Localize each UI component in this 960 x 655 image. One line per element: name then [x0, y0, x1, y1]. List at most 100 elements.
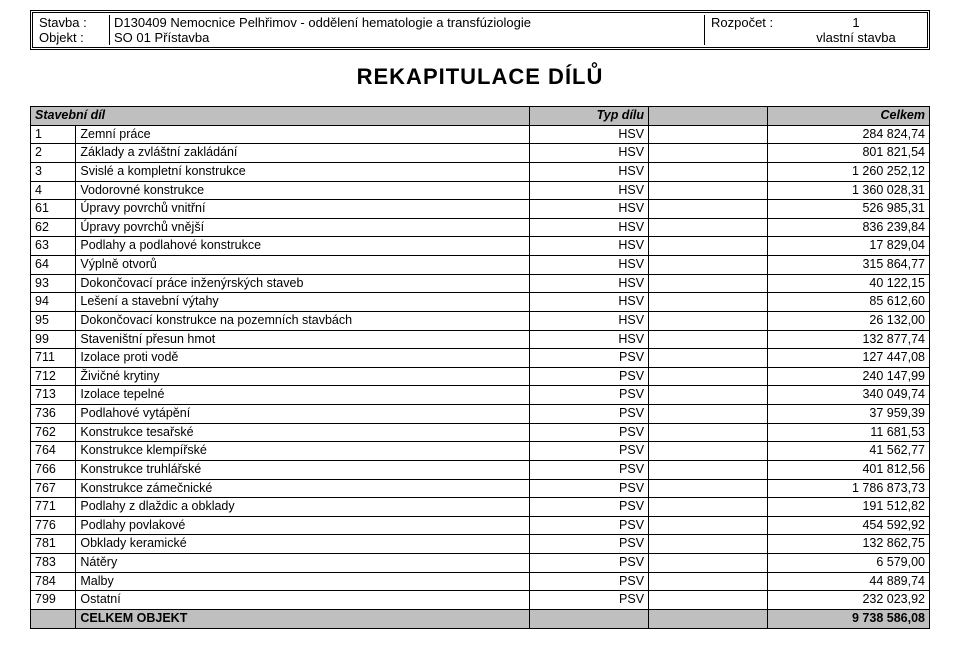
row-gap — [649, 460, 768, 479]
row-desc: Úpravy povrchů vnější — [76, 218, 530, 237]
table-row: 767Konstrukce zámečnickéPSV1 786 873,73 — [31, 479, 930, 498]
row-total: 44 889,74 — [767, 572, 929, 591]
row-gap — [649, 405, 768, 424]
row-code: 2 — [31, 144, 76, 163]
row-code: 781 — [31, 535, 76, 554]
page-title: REKAPITULACE DÍLŮ — [30, 64, 930, 90]
row-total: 1 260 252,12 — [767, 162, 929, 181]
table-row: 64Výplně otvorůHSV315 864,77 — [31, 256, 930, 275]
row-desc: Malby — [76, 572, 530, 591]
table-row: 781Obklady keramickéPSV 132 862,75 — [31, 535, 930, 554]
row-gap — [649, 125, 768, 144]
total-label: CELKEM OBJEKT — [76, 609, 530, 628]
table-row: 3Svislé a kompletní konstrukceHSV1 260 2… — [31, 162, 930, 181]
row-desc: Konstrukce klempířské — [76, 442, 530, 461]
row-total: 526 985,31 — [767, 200, 929, 219]
row-desc: Obklady keramické — [76, 535, 530, 554]
row-gap — [649, 572, 768, 591]
table-row: 736Podlahové vytápěníPSV37 959,39 — [31, 405, 930, 424]
row-gap — [649, 535, 768, 554]
table-row: 766Konstrukce truhlářskéPSV401 812,56 — [31, 460, 930, 479]
table-row: 776Podlahy povlakovéPSV454 592,92 — [31, 516, 930, 535]
table-row: 783NátěryPSV6 579,00 — [31, 554, 930, 573]
row-total: 85 612,60 — [767, 293, 929, 312]
table-row: 99Staveništní přesun hmotHSV132 877,74 — [31, 330, 930, 349]
table-row: 95Dokončovací konstrukce na pozemních st… — [31, 311, 930, 330]
row-total: 836 239,84 — [767, 218, 929, 237]
row-type: HSV — [530, 256, 649, 275]
row-desc: Svislé a kompletní konstrukce — [76, 162, 530, 181]
table-row: 94Lešení a stavební výtahyHSV85 612,60 — [31, 293, 930, 312]
row-total: 340 049,74 — [767, 386, 929, 405]
table-row: 762Konstrukce tesařskéPSV11 681,53 — [31, 423, 930, 442]
row-total: 1 786 873,73 — [767, 479, 929, 498]
total-type — [530, 609, 649, 628]
row-total: 127 447,08 — [767, 349, 929, 368]
row-total: 240 147,99 — [767, 367, 929, 386]
table-row: 711Izolace proti voděPSV127 447,08 — [31, 349, 930, 368]
row-total: 315 864,77 — [767, 256, 929, 275]
row-type: PSV — [530, 554, 649, 573]
table-row: 713Izolace tepelnéPSV340 049,74 — [31, 386, 930, 405]
row-type: HSV — [530, 274, 649, 293]
row-type: PSV — [530, 535, 649, 554]
row-total: 232 023,92 — [767, 591, 929, 610]
row-total: 454 592,92 — [767, 516, 929, 535]
row-gap — [649, 274, 768, 293]
row-type: HSV — [530, 311, 649, 330]
row-code: 762 — [31, 423, 76, 442]
rekap-table: Stavební díl Typ dílu Celkem 1Zemní prác… — [30, 106, 930, 629]
row-desc: Konstrukce zámečnické — [76, 479, 530, 498]
row-desc: Výplně otvorů — [76, 256, 530, 275]
header-box: Stavba : D130409 Nemocnice Pelhřimov - o… — [30, 10, 930, 50]
objekt-label: Objekt : — [39, 30, 109, 45]
row-gap — [649, 349, 768, 368]
rozpocet-label: Rozpočet : — [704, 15, 791, 30]
row-code: 771 — [31, 498, 76, 517]
row-type: HSV — [530, 200, 649, 219]
row-gap — [649, 256, 768, 275]
row-total: 17 829,04 — [767, 237, 929, 256]
stavba-label: Stavba : — [39, 15, 109, 30]
row-gap — [649, 200, 768, 219]
row-total: 132 877,74 — [767, 330, 929, 349]
row-code: 767 — [31, 479, 76, 498]
row-code: 783 — [31, 554, 76, 573]
col-celkem: Celkem — [767, 107, 929, 126]
row-desc: Izolace proti vodě — [76, 349, 530, 368]
row-code: 94 — [31, 293, 76, 312]
row-desc: Živičné krytiny — [76, 367, 530, 386]
row-code: 784 — [31, 572, 76, 591]
table-row: 799OstatníPSV232 023,92 — [31, 591, 930, 610]
row-desc: Podlahy z dlaždic a obklady — [76, 498, 530, 517]
row-code: 712 — [31, 367, 76, 386]
row-total: 37 959,39 — [767, 405, 929, 424]
total-value: 9 738 586,08 — [767, 609, 929, 628]
row-desc: Dokončovací konstrukce na pozemních stav… — [76, 311, 530, 330]
row-desc: Podlahové vytápění — [76, 405, 530, 424]
row-code: 61 — [31, 200, 76, 219]
row-code: 4 — [31, 181, 76, 200]
row-gap — [649, 218, 768, 237]
row-code: 63 — [31, 237, 76, 256]
row-total: 401 812,56 — [767, 460, 929, 479]
row-desc: Ostatní — [76, 591, 530, 610]
row-code: 711 — [31, 349, 76, 368]
row-type: PSV — [530, 405, 649, 424]
row-code: 99 — [31, 330, 76, 349]
row-total: 41 562,77 — [767, 442, 929, 461]
row-type: HSV — [530, 330, 649, 349]
row-gap — [649, 423, 768, 442]
row-code: 3 — [31, 162, 76, 181]
row-total: 40 122,15 — [767, 274, 929, 293]
row-gap — [649, 498, 768, 517]
row-total: 132 862,75 — [767, 535, 929, 554]
row-desc: Konstrukce tesařské — [76, 423, 530, 442]
row-type: HSV — [530, 125, 649, 144]
row-desc: Vodorovné konstrukce — [76, 181, 530, 200]
table-row: 1Zemní práceHSV284 824,74 — [31, 125, 930, 144]
row-gap — [649, 479, 768, 498]
total-gap — [649, 609, 768, 628]
row-type: PSV — [530, 386, 649, 405]
row-gap — [649, 181, 768, 200]
